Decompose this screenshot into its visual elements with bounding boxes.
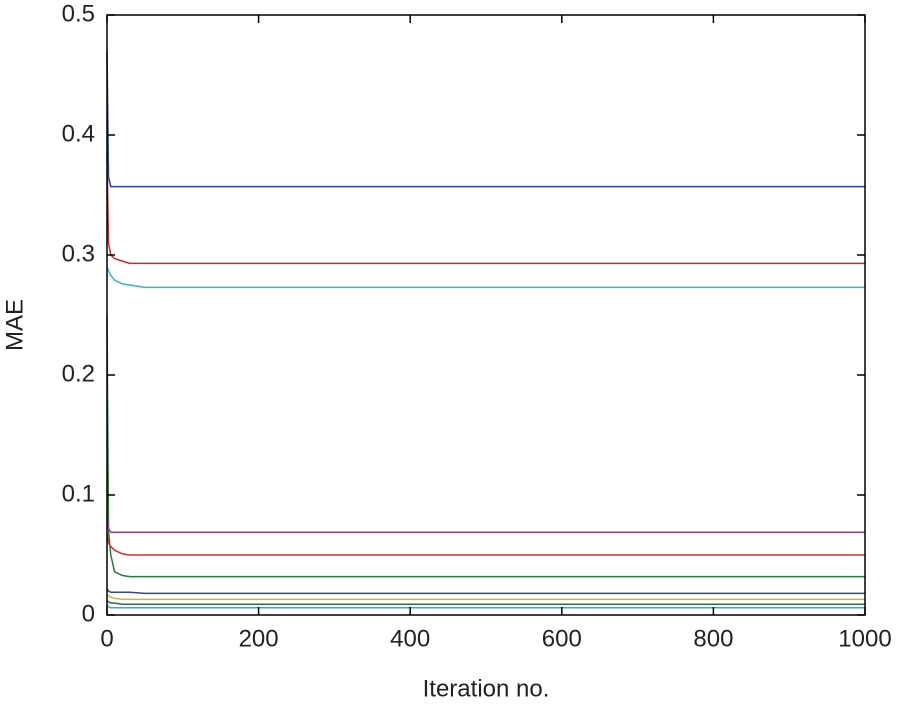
y-tick-label: 0.4 bbox=[62, 120, 95, 147]
plot-frame bbox=[106, 14, 866, 616]
y-tick-label: 0.5 bbox=[62, 0, 95, 27]
x-tick-label: 200 bbox=[239, 625, 279, 652]
y-tick-label: 0.1 bbox=[62, 480, 95, 507]
x-tick-label: 600 bbox=[542, 625, 582, 652]
series-line bbox=[106, 594, 865, 601]
x-tick-label: 400 bbox=[390, 625, 430, 652]
y-tick-label: 0 bbox=[82, 600, 95, 627]
series-line bbox=[106, 512, 865, 533]
series-line bbox=[106, 600, 865, 605]
y-axis-label: MAE bbox=[1, 299, 28, 351]
series-line bbox=[106, 604, 865, 609]
series-line bbox=[106, 50, 865, 188]
x-tick-label: 800 bbox=[693, 625, 733, 652]
y-tick-label: 0.3 bbox=[62, 240, 95, 267]
series-line bbox=[106, 314, 865, 578]
series-line bbox=[106, 588, 865, 595]
series-line bbox=[106, 152, 865, 265]
x-tick-label: 0 bbox=[100, 625, 113, 652]
x-axis-label: Iteration no. bbox=[423, 675, 550, 702]
series-line bbox=[106, 533, 865, 556]
x-tick-label: 1000 bbox=[838, 625, 891, 652]
series-line bbox=[106, 266, 865, 289]
y-tick-label: 0.2 bbox=[62, 360, 95, 387]
